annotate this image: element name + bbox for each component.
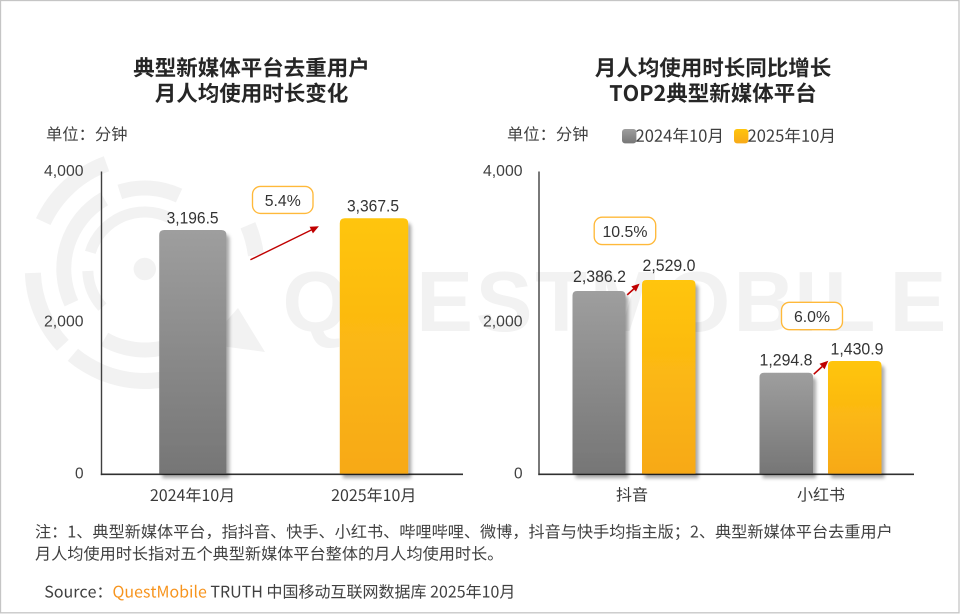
svg-text:2,000: 2,000 xyxy=(483,314,523,331)
svg-text:3,367.5: 3,367.5 xyxy=(347,197,399,216)
svg-text:4,000: 4,000 xyxy=(483,163,523,180)
svg-text:1,294.8: 1,294.8 xyxy=(760,351,813,370)
svg-text:5.4%: 5.4% xyxy=(265,193,301,210)
svg-text:10.5%: 10.5% xyxy=(602,224,647,241)
svg-text:0: 0 xyxy=(514,466,523,483)
svg-text:3,196.5: 3,196.5 xyxy=(167,209,219,228)
svg-text:6.0%: 6.0% xyxy=(794,309,830,326)
svg-text:1,430.9: 1,430.9 xyxy=(831,340,884,359)
svg-text:2,386.2: 2,386.2 xyxy=(573,267,626,286)
svg-text:4,000: 4,000 xyxy=(44,163,84,180)
svg-text:2,529.0: 2,529.0 xyxy=(643,256,696,275)
svg-text:2,000: 2,000 xyxy=(44,314,84,331)
svg-text:0: 0 xyxy=(75,466,84,483)
